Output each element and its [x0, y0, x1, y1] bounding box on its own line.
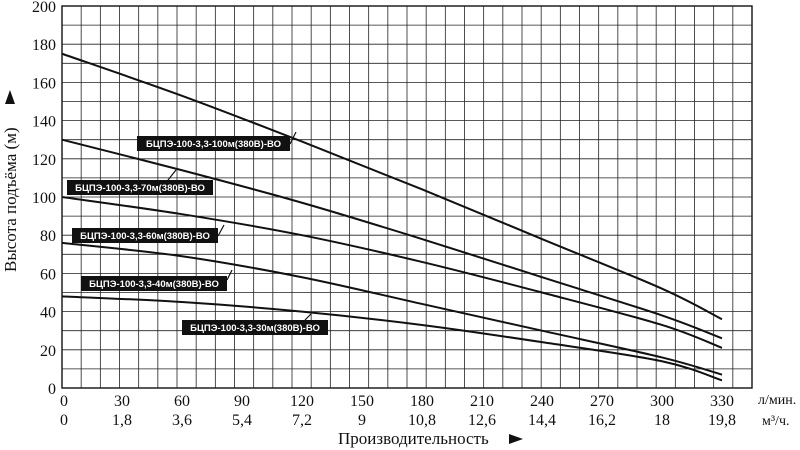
- y-tick-label: 140: [32, 114, 56, 131]
- series-label-box: [81, 276, 227, 291]
- x-tick-label-primary: 330: [710, 393, 734, 410]
- x-tick-label-secondary: 3,6: [172, 412, 192, 429]
- x-tick-label-secondary: 12,6: [468, 412, 496, 429]
- series-curve: [61, 196, 723, 349]
- y-tick-label: 200: [32, 0, 56, 16]
- tick-labels: 02040608010012014016018020000301,8603,69…: [32, 0, 736, 429]
- x-tick-label-primary: 300: [650, 393, 674, 410]
- series-label-leader: [304, 313, 312, 321]
- grid: [61, 5, 753, 389]
- x-tick-label-secondary: 14,4: [528, 412, 556, 429]
- x-unit-secondary: м³/ч.: [762, 414, 790, 429]
- series-curve: [61, 241, 723, 376]
- y-tick-label: 60: [40, 266, 56, 283]
- y-axis-arrow-icon: [5, 90, 15, 104]
- x-tick-label-secondary: 1,8: [112, 412, 132, 429]
- series-curve: [61, 295, 723, 382]
- x-tick-label-primary: 240: [530, 393, 554, 410]
- series-label: БЦПЭ-100-3,3-30м(380В)-ВО: [190, 323, 320, 334]
- series-label-box: [137, 136, 290, 151]
- svg-text:Высота подъёма (м): Высота подъёма (м): [1, 127, 20, 272]
- series-curve: [61, 52, 723, 321]
- series-label: БЦПЭ-100-3,3-40м(380В)-ВО: [89, 279, 219, 290]
- x-tick-label-secondary: 7,2: [292, 412, 312, 429]
- x-tick-label-secondary: 16,2: [588, 412, 616, 429]
- series-label-leader: [289, 131, 297, 145]
- x-unit-primary: л/мин.: [758, 393, 796, 408]
- x-tick-label-primary: 210: [470, 393, 494, 410]
- y-tick-label: 120: [32, 152, 56, 169]
- x-tick-label-primary: 270: [590, 393, 614, 410]
- x-tick-label-secondary: 0: [60, 412, 68, 429]
- y-tick-label: 80: [40, 228, 56, 245]
- svg-text:Производительность: Производительность: [338, 429, 489, 448]
- series-label-leader: [226, 269, 233, 281]
- y-axis-title: Высота подъёма (м): [1, 90, 20, 272]
- x-tick-label-secondary: 19,8: [708, 412, 736, 429]
- x-tick-label-primary: 90: [234, 393, 250, 410]
- x-tick-label-secondary: 18: [654, 412, 670, 429]
- series-labels: БЦПЭ-100-3,3-100м(380В)-ВО БЦПЭ-100-3,3-7…: [67, 131, 328, 335]
- series-label-box: [182, 320, 328, 335]
- series-label-box: [67, 180, 213, 195]
- y-tick-label: 40: [40, 305, 56, 322]
- x-tick-label-secondary: 5,4: [232, 412, 252, 429]
- y-tick-label: 160: [32, 75, 56, 92]
- series-label: БЦПЭ-100-3,3-100м(380В)-ВО: [146, 139, 281, 150]
- curves: [61, 52, 723, 382]
- x-tick-label-secondary: 10,8: [408, 412, 436, 429]
- series-label: БЦПЭ-100-3,3-60м(380В)-ВО: [80, 231, 210, 242]
- y-tick-label: 180: [32, 37, 56, 54]
- y-tick-label: 100: [32, 190, 56, 207]
- x-tick-label-primary: 60: [174, 393, 190, 410]
- y-tick-label: 20: [40, 343, 56, 360]
- series-curve: [61, 138, 723, 340]
- x-tick-label-secondary: 9: [358, 412, 366, 429]
- x-tick-label-primary: 180: [410, 393, 434, 410]
- series-label: БЦПЭ-100-3,3-70м(380В)-ВО: [75, 183, 205, 194]
- series-label-leader: [217, 224, 225, 237]
- x-tick-label-primary: 150: [350, 393, 374, 410]
- series-label-box: [72, 228, 218, 243]
- x-tick-label-primary: 0: [60, 393, 68, 410]
- series-label-leader: [167, 169, 177, 181]
- x-tick-label-primary: 120: [290, 393, 314, 410]
- y-tick-label: 0: [48, 381, 56, 398]
- x-axis-arrow-icon: [509, 434, 523, 444]
- x-tick-label-primary: 30: [114, 393, 130, 410]
- x-axis-title: Производительность: [338, 429, 523, 448]
